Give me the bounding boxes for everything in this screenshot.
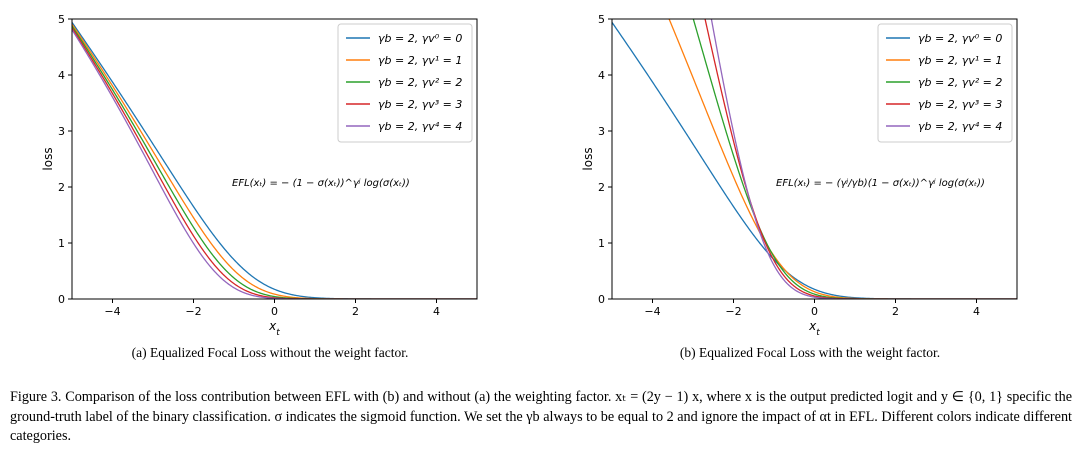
y-tick-label: 3 [598,125,605,138]
series-line-1 [72,23,477,299]
x-tick-label: −2 [185,305,201,318]
x-tick-label: 4 [973,305,980,318]
y-tick-label: 2 [58,181,65,194]
legend-entry: γb = 2, γv³ = 3 [918,98,1002,111]
x-tick-label: 0 [811,305,818,318]
y-tick-label: 4 [598,69,605,82]
series-line-0 [72,21,477,299]
formula-annotation: EFL(xₜ) = − (γʲ/γb)(1 − σ(xₜ))^γʲ log(σ(… [776,178,985,189]
subcaption-a: (a) Equalized Focal Loss without the wei… [131,345,409,360]
legend-entry: γb = 2, γv⁰ = 0 [378,32,462,45]
chart-b-with-weight-factor: −4 −2 0 2 4 0 1 2 3 4 5 xt loss EFL(xₜ) = − (γʲ/γb)(1… [581,13,1018,338]
series-line-0 [612,21,1017,299]
x-tick-label: 4 [433,305,440,318]
series-line-3 [704,19,1017,299]
x-tick-label: 0 [271,305,278,318]
x-tick-label: 2 [892,305,899,318]
y-tick-label: 4 [58,69,65,82]
y-tick-label: 1 [598,237,605,250]
y-tick-label: 5 [58,13,65,26]
series-line-4 [710,19,1017,299]
x-tick-label: −4 [104,305,120,318]
series-line-2 [72,25,477,299]
y-axis-label: loss [581,147,595,170]
legend-entry: γb = 2, γv¹ = 1 [378,54,462,67]
figure-caption: Figure 3. Comparison of the loss contrib… [10,389,1072,444]
y-tick-label: 5 [598,13,605,26]
legend-entry: γb = 2, γv¹ = 1 [918,54,1002,67]
x-tick-label: −2 [725,305,741,318]
y-tick-label: 0 [58,293,65,306]
x-axis-label: xt [808,319,820,338]
subcaption-b: (b) Equalized Focal Loss with the weight… [679,345,941,360]
legend-entry: γb = 2, γv³ = 3 [378,98,462,111]
y-tick-label: 2 [598,181,605,194]
series-line-4 [72,29,477,299]
x-tick-label: −4 [644,305,660,318]
legend-entry: γb = 2, γv⁰ = 0 [918,32,1002,45]
series-line-2 [692,19,1017,299]
formula-annotation: EFL(xₜ) = − (1 − σ(xₜ))^γʲ log(σ(xₜ)) [232,178,410,189]
legend-entry: γb = 2, γv⁴ = 4 [378,120,462,133]
legend-entry: γb = 2, γv² = 2 [918,76,1002,89]
legend: γb = 2, γv⁰ = 0 γb = 2, γv¹ = 1 γb = 2, γv… [877,23,1013,143]
x-axis-label: xt [268,319,280,338]
chart-a-no-weight-factor: −4 −2 0 2 4 0 1 2 3 4 5 xt loss EFL(xₜ) = − (1 − σ(xₜ… [41,13,478,338]
x-tick-label: 2 [352,305,359,318]
y-tick-label: 3 [58,125,65,138]
y-tick-label: 1 [58,237,65,250]
series-line-1 [668,19,1017,299]
legend: γb = 2, γv⁰ = 0 γb = 2, γv¹ = 1 γb = 2, γv… [337,23,473,143]
y-axis-label: loss [41,147,55,170]
legend-entry: γb = 2, γv² = 2 [378,76,462,89]
y-tick-label: 0 [598,293,605,306]
legend-entry: γb = 2, γv⁴ = 4 [918,120,1002,133]
